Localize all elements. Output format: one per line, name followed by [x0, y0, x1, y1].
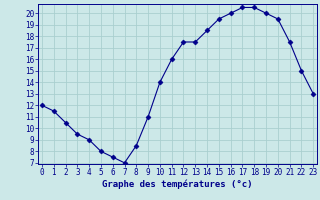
X-axis label: Graphe des températures (°c): Graphe des températures (°c): [102, 180, 253, 189]
